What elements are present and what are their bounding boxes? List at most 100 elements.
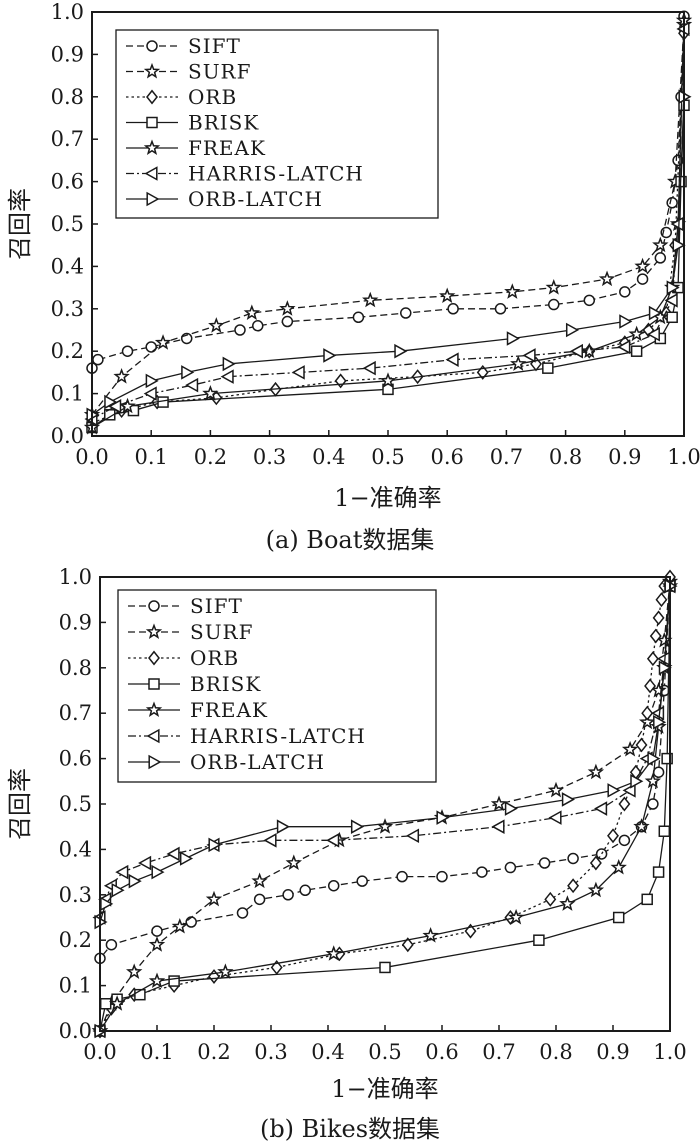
data-point — [619, 286, 631, 298]
data-point — [285, 854, 302, 870]
data-point — [154, 334, 172, 350]
data-point — [171, 917, 188, 934]
data-point — [111, 882, 125, 898]
series-sift — [86, 10, 690, 374]
legend-label: ORB-LATCH — [188, 187, 323, 211]
data-point — [263, 833, 277, 848]
data-point — [394, 343, 408, 359]
data-point — [672, 237, 686, 253]
legend: SIFTSURFORBBRISKFREAKHARRIS-LATCHORB-LAT… — [117, 589, 437, 783]
data-point — [666, 280, 680, 295]
chart-boat: 0.0 0.1 0.2 0.3 0.4 0.5 0.6 0.7 0.8 0.9 1.0 0.0 0.1 0… — [6, 0, 700, 554]
data-point — [405, 828, 420, 844]
x-tick-label: 0.4 — [311, 1040, 344, 1064]
x-tick-label: 0.9 — [608, 445, 641, 469]
legend-marker — [148, 600, 160, 612]
data-point — [654, 252, 667, 264]
data-point — [548, 810, 562, 825]
data-point — [670, 216, 684, 232]
x-tick-label: 0.9 — [596, 1040, 629, 1064]
data-point — [208, 837, 222, 853]
x-tick-label: 0.6 — [425, 1040, 458, 1064]
data-point — [639, 713, 656, 730]
data-point — [205, 890, 223, 907]
figure-caption: (b) Bikes数据集 — [260, 1115, 440, 1142]
x-tick-label: 0.1 — [134, 445, 167, 469]
data-point — [664, 293, 678, 308]
data-point — [565, 322, 580, 338]
data-point — [561, 792, 575, 807]
y-tick-label: 0.9 — [51, 42, 84, 66]
legend-box — [115, 29, 439, 219]
data-point — [504, 861, 517, 874]
y-tick-label: 0.5 — [51, 212, 84, 236]
data-point — [547, 781, 565, 798]
data-point — [447, 303, 459, 315]
data-point — [641, 893, 653, 906]
data-point — [587, 881, 605, 898]
data-point — [647, 751, 661, 766]
data-point — [352, 311, 365, 324]
data-point — [151, 864, 165, 880]
data-point — [598, 270, 616, 287]
data-point — [234, 324, 246, 336]
y-tick-label: 0.6 — [59, 747, 92, 771]
data-point — [569, 343, 583, 359]
legend-label: BRISK — [188, 111, 259, 135]
data-point — [108, 995, 126, 1011]
data-point — [236, 907, 249, 919]
data-point — [105, 938, 118, 951]
data-point — [647, 798, 659, 810]
legend-marker — [145, 623, 163, 639]
x-tick-label: 0.2 — [194, 445, 227, 469]
x-tick-label: 0.7 — [490, 445, 523, 469]
data-point — [439, 287, 456, 304]
data-point — [436, 870, 448, 883]
legend-label: FREAK — [188, 136, 266, 160]
y-tick-label: 0.7 — [51, 127, 84, 151]
data-point — [148, 972, 166, 989]
y-tick-label: 0.6 — [51, 170, 84, 194]
data-point — [607, 828, 619, 844]
data-point — [522, 348, 536, 363]
legend-marker — [144, 166, 158, 181]
data-point — [567, 878, 580, 894]
data-point — [612, 911, 625, 924]
legend-marker — [148, 650, 160, 666]
data-point — [279, 300, 296, 316]
data-point — [666, 311, 678, 324]
data-point — [253, 893, 266, 906]
data-point — [291, 365, 305, 380]
y-tick-label: 1.0 — [51, 0, 84, 24]
legend-marker — [148, 678, 160, 690]
data-point — [506, 331, 520, 346]
y-tick-label: 0.0 — [51, 424, 84, 448]
data-point — [134, 988, 146, 1001]
data-point — [666, 197, 678, 209]
data-point — [252, 320, 264, 332]
legend-marker — [146, 40, 158, 52]
data-point — [589, 855, 602, 871]
data-point — [504, 801, 518, 816]
x-axis-label: 1−准确率 — [334, 484, 441, 512]
data-point — [619, 314, 633, 329]
data-point — [379, 961, 391, 974]
legend-box — [117, 589, 437, 783]
data-point — [545, 278, 562, 295]
data-point — [628, 325, 645, 342]
x-tick-label: 0.5 — [371, 445, 404, 469]
data-point — [202, 384, 219, 401]
data-point — [401, 937, 414, 953]
legend-marker — [145, 701, 163, 717]
data-point — [208, 317, 225, 333]
x-tick-label: 1.0 — [667, 445, 700, 469]
data-point — [220, 369, 234, 384]
legend-label: ORB — [190, 646, 239, 670]
legend-label: FREAK — [190, 698, 268, 722]
data-point — [445, 352, 459, 367]
data-point — [281, 315, 294, 328]
data-point — [92, 353, 104, 366]
data-point — [595, 848, 608, 860]
data-point — [587, 763, 605, 780]
